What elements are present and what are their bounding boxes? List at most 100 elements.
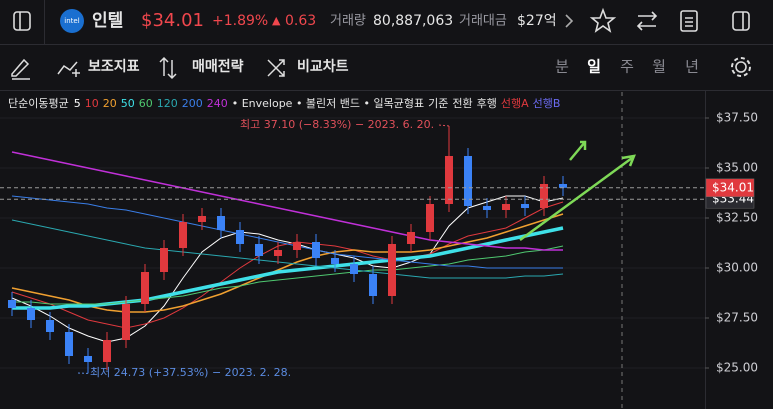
star-icon[interactable]: [589, 7, 617, 33]
candle-body: [426, 204, 434, 232]
candle-body: [122, 304, 130, 340]
candle-body: [445, 156, 453, 204]
candle-body: [255, 244, 263, 256]
annotation-leader: [438, 124, 450, 127]
more-icon[interactable]: [565, 14, 574, 28]
candle-body: [236, 230, 244, 244]
period-tab[interactable]: 년: [685, 58, 699, 76]
legend-item: 200: [182, 97, 203, 110]
legend-indicator: 기준: [428, 97, 448, 110]
volume: 80,887,063: [373, 13, 453, 29]
candle-body: [483, 206, 491, 210]
candle-body: [388, 244, 396, 296]
candle-body: [293, 242, 301, 250]
y-tick-label: $35.00: [716, 161, 758, 175]
candle-body: [464, 156, 472, 206]
strategy-icon: [159, 56, 177, 80]
legend-indicator: • Envelope • 볼린저 밴드 • 일목균형표: [232, 96, 424, 110]
toolbar-item[interactable]: 비교차트: [297, 59, 349, 75]
candle-body: [198, 216, 206, 222]
memo-icon: [685, 17, 693, 27]
candle-body: [502, 204, 510, 210]
legend-item: 5: [74, 97, 81, 110]
change: 0.63: [285, 13, 316, 29]
legend: 단순이동평균 5 10 20 50 60 120 200 240 • Envelope • 볼린저…: [8, 96, 560, 110]
logo: [60, 9, 84, 33]
toolbar: 보조지표 매매전략 비교차트 분 일 주 월 년: [88, 58, 699, 76]
price: $34.01: [141, 10, 204, 31]
draw-icon[interactable]: [11, 58, 30, 80]
change-pct: +1.89%: [212, 13, 268, 29]
candle-body: [103, 340, 111, 362]
y-tick-label: $27.50: [716, 311, 758, 325]
candle-body: [179, 222, 187, 248]
candle-body: [350, 264, 358, 274]
stock-name: 인텔: [92, 11, 123, 31]
candle-body: [521, 204, 529, 208]
candle-body: [160, 248, 168, 272]
legend-item: 20: [103, 97, 117, 110]
legend-item: 60: [139, 97, 153, 110]
candle-body: [559, 184, 567, 188]
panel-icon[interactable]: [13, 11, 31, 31]
arrow: [519, 140, 636, 242]
legend-indicator: 전환: [452, 97, 472, 110]
legend-item: 10: [85, 97, 99, 110]
candle-body: [8, 300, 16, 308]
legend-item: 120: [157, 97, 178, 110]
panel-icon[interactable]: [732, 11, 750, 31]
period-tab[interactable]: 월: [652, 58, 666, 76]
volume-label: 거래량: [330, 14, 366, 29]
swap-icon[interactable]: [636, 11, 658, 31]
ma-line: [12, 245, 564, 305]
toolbar-item[interactable]: 보조지표: [88, 59, 140, 75]
candle-body: [141, 272, 149, 304]
candle-body: [312, 242, 320, 258]
candle-body: [407, 232, 415, 244]
candle-body: [331, 258, 339, 264]
ma-line: [11, 195, 563, 269]
y-tick-label: $32.50: [716, 211, 758, 225]
legend-item: 50: [121, 97, 135, 110]
plot-area: $25.00 $27.50 $30.00 $32.50 $35.00 $37.50 최고 3…: [0, 111, 758, 379]
legend-indicator: 선행B: [533, 97, 561, 110]
candle-body: [27, 308, 35, 320]
change-arrow: ▲: [272, 14, 281, 27]
y-tick-label: $37.50: [716, 111, 758, 125]
period-tab[interactable]: 분: [555, 58, 569, 76]
candle-body: [274, 250, 282, 256]
amount: $27억: [517, 13, 557, 29]
indicator-icon: [57, 61, 80, 77]
compare-icon: [267, 59, 285, 77]
candle-body: [46, 320, 54, 332]
annotation: 최저 24.73 (+37.53%) − 2023. 2. 28.: [90, 366, 291, 379]
legend-indicator: 후행: [477, 97, 497, 110]
candle-body: [217, 216, 225, 230]
y-tick-label: $25.00: [716, 361, 758, 375]
amount-label: 거래대금: [459, 14, 507, 29]
candle-body: [369, 274, 377, 296]
y-tick-label: $30.00: [716, 261, 758, 275]
period-tab[interactable]: 주: [620, 58, 634, 76]
period-tab[interactable]: 일: [587, 58, 601, 76]
legend-indicator: 선행A: [501, 97, 529, 110]
candle-body: [540, 184, 548, 208]
price-tag-label: $34.01: [712, 180, 754, 194]
ma-line: [11, 151, 563, 251]
price-tag: [705, 178, 755, 198]
legend-title: 단순이동평균: [8, 97, 69, 110]
candle-body: [65, 332, 73, 356]
settings-icon: [731, 57, 751, 77]
logo-text: intel: [64, 17, 79, 25]
settings-icon[interactable]: [735, 61, 747, 73]
memo-icon[interactable]: [680, 10, 698, 32]
annotation: 최고 37.10 (−8.33%) − 2023. 6. 20.: [240, 118, 434, 131]
ma-line: [11, 219, 564, 279]
ma-line: [11, 213, 564, 313]
toolbar-item[interactable]: 매매전략: [192, 58, 244, 75]
candle-body: [84, 356, 92, 362]
clip: $27억: [517, 13, 557, 29]
